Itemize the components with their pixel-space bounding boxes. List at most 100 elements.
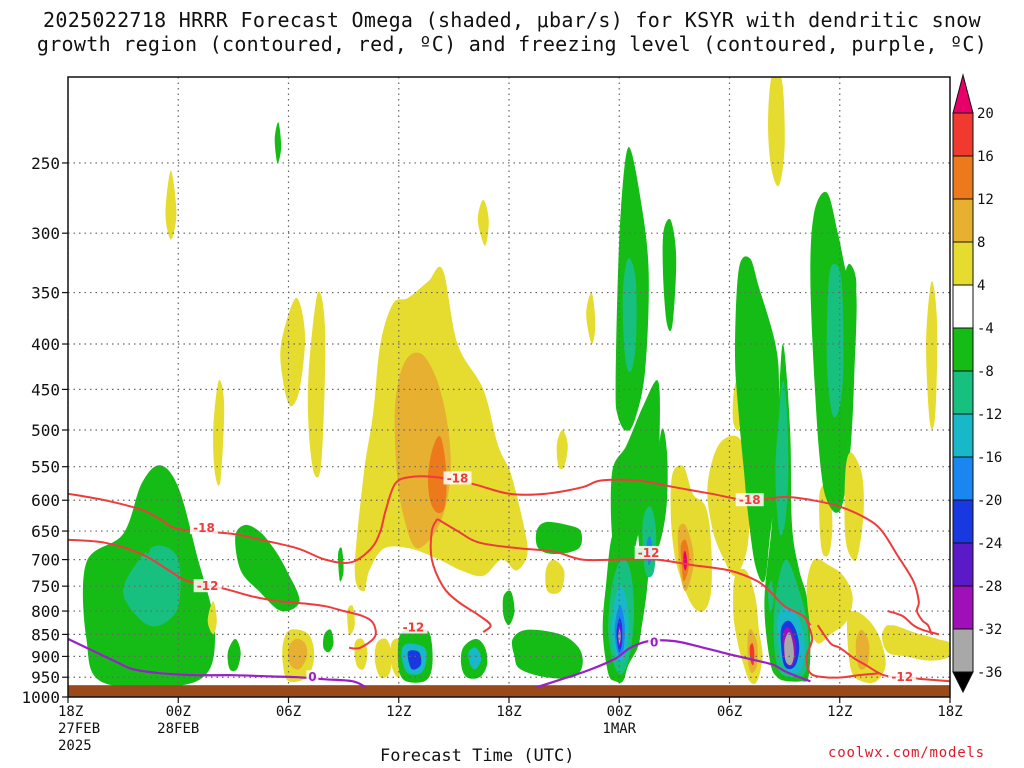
omega-region xyxy=(274,122,282,164)
omega-region xyxy=(288,638,308,670)
colorbar-box xyxy=(952,456,974,501)
dendritic-contour xyxy=(805,620,881,679)
omega-region xyxy=(354,638,368,670)
omega-region xyxy=(427,435,447,514)
colorbar-label: -4 xyxy=(977,321,994,337)
contour-label: -12 xyxy=(403,621,425,635)
colorbar-box xyxy=(952,112,974,157)
plot-area: -18 -12 -18 -12 -12 -18 -12 0 0 xyxy=(68,77,950,697)
omega-region xyxy=(165,170,177,240)
colorbar-box xyxy=(952,241,974,286)
colorbar-label: -36 xyxy=(977,665,1002,681)
colorbar-label: 16 xyxy=(977,149,994,165)
freezing-level-contour xyxy=(536,639,811,689)
colorbar-label: 4 xyxy=(977,278,985,294)
contour-label: -18 xyxy=(193,521,215,535)
omega-region xyxy=(477,199,489,246)
colorbar-box xyxy=(952,155,974,200)
y-tick-label: 900 xyxy=(31,647,60,666)
x-tick-label: 18Z xyxy=(937,704,962,720)
colorbar-box xyxy=(952,499,974,544)
omega-region xyxy=(407,650,422,670)
x-tick-label: 00Z xyxy=(607,704,632,720)
colorbar-top-arrow xyxy=(952,73,974,114)
omega-region xyxy=(784,632,794,666)
omega-region xyxy=(806,558,853,644)
y-tick-label: 1000 xyxy=(21,688,60,707)
omega-region xyxy=(556,430,568,470)
contour-label-bg xyxy=(399,620,428,634)
colorbar-box xyxy=(952,628,974,673)
contour-label: -12 xyxy=(638,546,660,560)
chart-title: 2025022718 HRRR Forecast Omega (shaded, … xyxy=(0,8,1024,56)
x-tick-label: 18Z xyxy=(496,704,521,720)
y-tick-label: 450 xyxy=(31,380,60,399)
colorbar-box xyxy=(952,327,974,372)
y-tick-label: 400 xyxy=(31,335,60,354)
y-tick-label: 650 xyxy=(31,522,60,541)
contour-label-bg xyxy=(189,521,218,535)
contour-label: -12 xyxy=(891,670,913,684)
site-watermark: coolwx.com/models xyxy=(828,745,985,761)
contour-label: 0 xyxy=(308,670,316,684)
y-tick-label: 300 xyxy=(31,224,60,243)
omega-region xyxy=(610,380,660,561)
omega-region xyxy=(843,263,857,337)
omega-region xyxy=(374,638,392,679)
contour-label-bg xyxy=(193,579,222,593)
omega-region xyxy=(511,629,583,679)
dendritic-contour xyxy=(816,624,950,683)
ground-surface xyxy=(68,685,950,697)
omega-region xyxy=(586,292,596,345)
x-tick-label: 1MAR xyxy=(602,721,636,737)
y-tick-label: 800 xyxy=(31,602,60,621)
omega-region xyxy=(235,524,300,612)
y-tick-label: 850 xyxy=(31,625,60,644)
colorbar-label: -28 xyxy=(977,579,1002,595)
omega-region xyxy=(323,629,334,653)
omega-region xyxy=(855,629,870,670)
x-tick-label: 18Z xyxy=(58,704,83,720)
x-tick-label: 12Z xyxy=(386,704,411,720)
y-tick-label: 550 xyxy=(31,458,60,477)
colorbar-label: -16 xyxy=(977,450,1002,466)
dendritic-contour xyxy=(429,518,492,633)
omega-region xyxy=(502,590,515,626)
omega-region xyxy=(622,257,637,373)
contour-label: 0 xyxy=(650,635,658,649)
omega-region xyxy=(844,452,864,562)
grid-lines xyxy=(68,77,950,697)
omega-region xyxy=(468,647,482,670)
omega-region xyxy=(768,580,774,612)
colorbar-box xyxy=(952,585,974,630)
contour-label-bg xyxy=(735,493,764,507)
omega-region xyxy=(662,218,677,332)
dendritic-contour xyxy=(436,518,812,626)
x-tick-label: 12Z xyxy=(827,704,852,720)
colorbar-label: -12 xyxy=(977,407,1002,423)
x-tick-label: 06Z xyxy=(276,704,301,720)
omega-region xyxy=(768,77,785,187)
omega-region xyxy=(733,568,763,685)
colorbar-label: -24 xyxy=(977,536,1002,552)
omega-region xyxy=(735,256,780,583)
omega-region xyxy=(280,297,306,407)
contour-label: -18 xyxy=(447,471,469,485)
dendritic-contour xyxy=(887,610,940,636)
contour-label-bg xyxy=(648,635,661,649)
omega-region xyxy=(826,264,844,418)
colorbar-label: 12 xyxy=(977,192,994,208)
omega-region xyxy=(213,379,225,486)
y-tick-label: 600 xyxy=(31,491,60,510)
colorbar-box xyxy=(952,413,974,458)
omega-region xyxy=(683,550,688,571)
y-tick-label: 700 xyxy=(31,551,60,570)
colorbar-label: 8 xyxy=(977,235,985,251)
x-tick-label: 2025 xyxy=(58,738,92,754)
contour-label: -18 xyxy=(739,493,761,507)
contour-label-bg xyxy=(306,670,319,684)
contour-label: -12 xyxy=(197,579,219,593)
chart-title-line2: growth region (contoured, red, ºC) and f… xyxy=(36,32,988,56)
x-axis-title: Forecast Time (UTC) xyxy=(380,746,575,766)
colorbar-label: -32 xyxy=(977,622,1002,638)
